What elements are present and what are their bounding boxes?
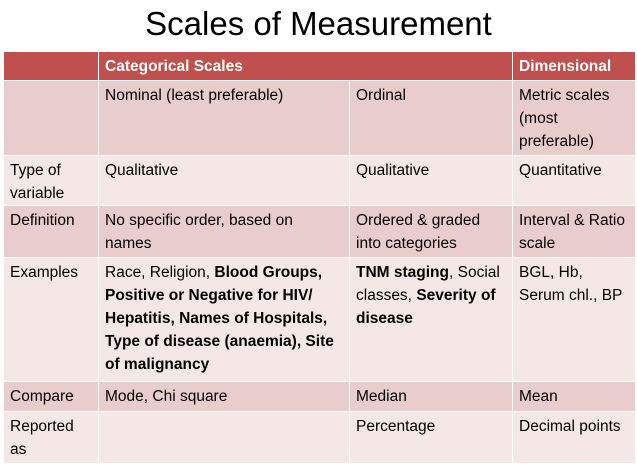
dimensional-cell: Mean bbox=[512, 380, 637, 412]
row-label: Examples bbox=[3, 256, 99, 382]
nominal-cell: Nominal (least preferable) bbox=[98, 80, 350, 156]
table-row: Nominal (least preferable) Ordinal Metri… bbox=[3, 80, 637, 156]
table-row: Compare Mode, Chi square Median Mean bbox=[3, 380, 637, 412]
header-dimensional: Dimensional bbox=[512, 50, 637, 82]
row-label: Compare bbox=[3, 380, 99, 412]
row-label bbox=[3, 80, 99, 156]
ordinal-cell: Qualitative bbox=[348, 154, 514, 206]
slide-title: Scales of Measurement bbox=[145, 5, 492, 42]
header-row: Categorical Scales Dimensional bbox=[3, 50, 637, 82]
nominal-cell: Qualitative bbox=[98, 154, 350, 206]
header-categorical: Categorical Scales bbox=[97, 50, 514, 82]
ordinal-cell: Ordered & graded into categories bbox=[348, 204, 514, 258]
ordinal-cell: TNM staging, Social classes, Severity of… bbox=[348, 256, 514, 382]
scales-table: Categorical Scales Dimensional Nominal (… bbox=[3, 50, 637, 465]
nominal-cell: Mode, Chi square bbox=[98, 380, 350, 412]
ordinal-plain-text: , Social classes, bbox=[356, 263, 500, 304]
ordinal-cell: Ordinal bbox=[348, 80, 514, 156]
row-label: Reported as bbox=[3, 410, 99, 465]
row-label: Definition bbox=[3, 204, 99, 258]
header-blank bbox=[3, 50, 99, 82]
table-row: Type of variable Qualitative Qualitative… bbox=[3, 154, 637, 206]
table-row: Examples Race, Religion, Blood Groups, P… bbox=[3, 256, 637, 382]
ordinal-bold-text: TNM staging bbox=[356, 263, 449, 281]
dimensional-cell: Interval & Ratio scale bbox=[512, 204, 637, 258]
dimensional-cell: Quantitative bbox=[512, 154, 637, 206]
table-row: Definition No specific order, based on n… bbox=[3, 204, 637, 258]
ordinal-cell: Percentage bbox=[348, 410, 514, 465]
ordinal-bold-text-2: Severity of disease bbox=[356, 286, 496, 327]
nominal-plain-text: Race, Religion, bbox=[105, 263, 215, 281]
nominal-bold-text: Blood Groups, Positive or Negative for H… bbox=[105, 263, 334, 373]
dimensional-cell: Metric scales (most preferable) bbox=[512, 80, 637, 156]
nominal-cell: Race, Religion, Blood Groups, Positive o… bbox=[98, 256, 350, 382]
nominal-cell: No specific order, based on names bbox=[98, 204, 350, 258]
dimensional-cell: Decimal points bbox=[512, 410, 637, 465]
row-label: Type of variable bbox=[3, 154, 99, 206]
dimensional-cell: BGL, Hb, Serum chl., BP bbox=[512, 256, 637, 382]
nominal-cell bbox=[98, 410, 350, 465]
table-row: Reported as Percentage Decimal points bbox=[3, 410, 637, 465]
ordinal-cell: Median bbox=[348, 380, 514, 412]
